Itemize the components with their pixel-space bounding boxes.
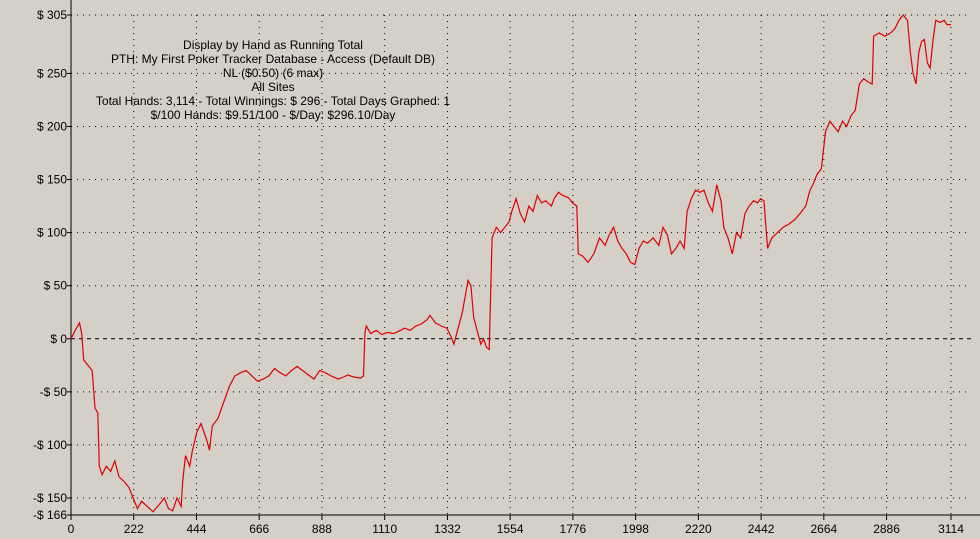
x-tick-label: 2664 [810,522,837,536]
y-tick-label: $ 0 [50,332,67,346]
x-tick-label: 1332 [434,522,461,536]
x-tick-label: 1110 [372,522,397,536]
x-tick-label: 2220 [685,522,712,536]
y-tick-label: $ 150 [37,173,67,187]
x-tick-label: 2886 [873,522,900,536]
x-tick-label: 1776 [560,522,587,536]
y-tick-label: $ 200 [37,119,67,133]
chart-title-line: $/100 Hands: $9.51/100 - $/Day: $296.10/… [151,108,396,122]
running-total-line [70,14,951,513]
y-tick-label: -$ 150 [33,491,67,505]
axis-layer: $ 305 $ 250 $ 200 $ 150 $ 100 $ 50 $ 0 -$ 50 -$ … [33,0,980,536]
x-tick-label: 888 [312,522,332,536]
series-layer [70,14,951,513]
y-tick-label: $ 50 [44,279,68,293]
grid-layer [71,14,971,516]
y-tick-label: -$ 100 [33,438,67,452]
x-tick-label: 3114 [938,522,964,536]
x-tick-label: 2442 [748,522,775,536]
chart-title-line: Total Hands: 3,114 - Total Winnings: $ 2… [96,94,451,108]
chart-title-line: PTH: My First Poker Tracker Database - A… [111,52,435,66]
y-tick-label: -$ 166 [33,508,67,522]
x-tick-label: 444 [186,522,206,536]
x-tick-label: 666 [249,522,269,536]
chart-title-line: All Sites [251,80,294,94]
y-tick-label: $ 305 [37,8,67,22]
x-tick-label: 0 [68,522,75,536]
chart-title-line: NL ($0.50) (6 max) [223,66,323,80]
x-tick-label: 222 [124,522,144,536]
x-tick-label: 1998 [622,522,649,536]
y-tick-label: $ 100 [37,226,67,240]
chart-title-line: Display by Hand as Running Total [183,38,363,52]
x-tick-label: 1554 [497,522,524,536]
y-tick-label: $ 250 [37,66,67,80]
y-tick-label: -$ 50 [40,385,68,399]
